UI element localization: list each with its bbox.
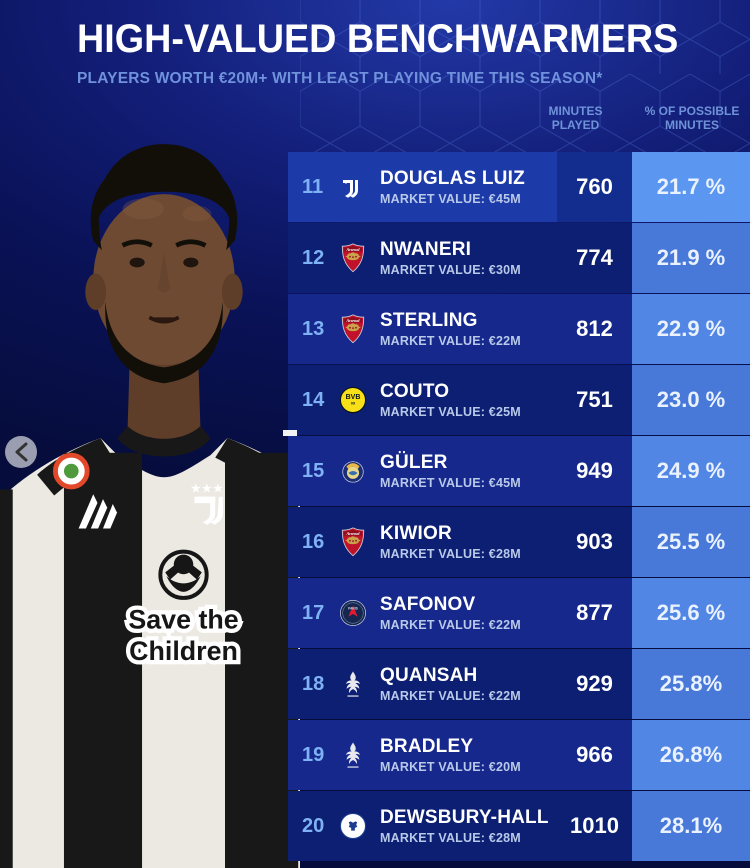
svg-text:Save the: Save the [128, 604, 238, 634]
svg-text:09: 09 [351, 402, 355, 406]
svg-text:Arsenal: Arsenal [345, 247, 360, 252]
svg-text:Arsenal: Arsenal [345, 318, 360, 323]
svg-text:PARIS: PARIS [348, 606, 359, 610]
svg-text:★★★: ★★★ [191, 483, 224, 495]
svg-text:BVB: BVB [346, 394, 361, 401]
svg-text:Children: Children [129, 636, 238, 666]
svg-text:Arsenal: Arsenal [345, 531, 360, 536]
